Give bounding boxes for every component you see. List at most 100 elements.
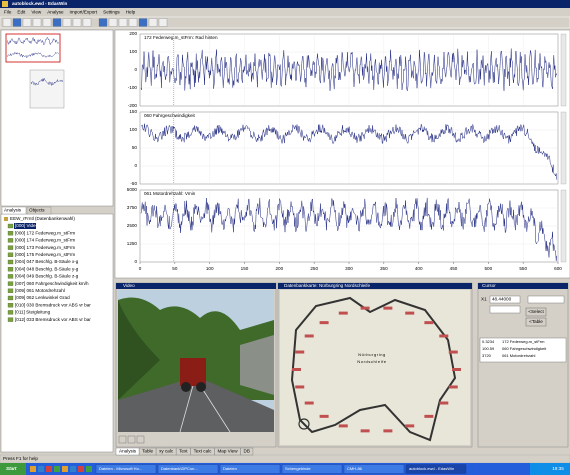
- quick-launch-icon[interactable]: [30, 466, 36, 472]
- tree-item[interactable]: [012] 033 Bremsdruck vor ABS vr bar: [15, 317, 91, 322]
- quick-launch-icon[interactable]: [86, 466, 92, 472]
- tree-item[interactable]: [010] 030 Bremsdruck vor ABS vr bar: [15, 302, 91, 307]
- taskbar-item-label: Dateien - Microsoft Ho...: [99, 466, 142, 471]
- chart-title: 172 Federweg.m_stFrm: Rad hinten: [144, 35, 218, 40]
- tree-item[interactable]: [009] 061 Motordrehzahl: [15, 288, 65, 293]
- taskbar-item[interactable]: [281, 464, 343, 474]
- waveform: [140, 123, 558, 180]
- toolbar-button[interactable]: [82, 18, 92, 27]
- menu-item[interactable]: Edit: [17, 10, 26, 15]
- tab-label[interactable]: Text calc: [194, 449, 213, 454]
- menu-item[interactable]: View: [31, 10, 42, 15]
- taskbar-item[interactable]: [405, 464, 467, 474]
- toolbar-button[interactable]: [62, 18, 72, 27]
- button[interactable]: [525, 307, 547, 317]
- menu-item[interactable]: Analyse: [47, 10, 64, 15]
- scrollbar[interactable]: [560, 189, 567, 263]
- toolbar-button[interactable]: [98, 18, 108, 27]
- tree-icon: [7, 252, 14, 257]
- chart-title: 060 Fahrgeschwindigkeit: [144, 113, 196, 118]
- quick-launch-icon[interactable]: [54, 466, 60, 472]
- quick-launch-icon[interactable]: [78, 466, 84, 472]
- tree-item[interactable]: [007] 060 Fahrgeschwindigkeit km/h: [15, 281, 89, 286]
- list-cell: 3720: [482, 353, 492, 358]
- thumbnail-wave: [6, 36, 59, 46]
- quick-launch-icon[interactable]: [70, 466, 76, 472]
- stop-button[interactable]: [136, 435, 145, 444]
- map-marker: [439, 334, 449, 338]
- tab-label[interactable]: xy calc: [159, 449, 174, 454]
- tree-item[interactable]: [000] 172 Federweg.m_stFrm: [15, 230, 75, 235]
- start-button[interactable]: [0, 463, 26, 475]
- start-label: Start: [6, 466, 17, 471]
- map-marker: [319, 321, 329, 325]
- start-loop: [298, 418, 310, 430]
- toolbar-button[interactable]: [158, 18, 168, 27]
- toolbar-button[interactable]: [32, 18, 42, 27]
- map-marker: [448, 385, 458, 389]
- thumbnail-wave: [30, 77, 63, 87]
- tab-label[interactable]: Analysis: [119, 449, 137, 454]
- scrollbar[interactable]: [560, 33, 567, 107]
- panel-tab[interactable]: [1, 206, 27, 215]
- tree-item[interactable]: [009] 062 Lenkwinkel Grad: [15, 295, 70, 300]
- toolbar-button[interactable]: [12, 18, 22, 27]
- menu-item[interactable]: Import/Export: [70, 10, 98, 15]
- toolbar-button[interactable]: [148, 18, 158, 27]
- scrollbar[interactable]: [560, 111, 567, 185]
- taskbar-item[interactable]: [95, 464, 157, 474]
- tree-root: EEW_rFrntl (Datenbankenwahl): [10, 216, 75, 221]
- menu-item[interactable]: Help: [126, 10, 136, 15]
- taskbar-item[interactable]: [343, 464, 405, 474]
- toolbar-button[interactable]: [72, 18, 82, 27]
- quick-launch-icon[interactable]: [46, 466, 52, 472]
- menu-item[interactable]: File: [4, 10, 12, 15]
- tree-item[interactable]: [000] 173 Federweg.m_stFrm: [15, 245, 75, 250]
- pause-button[interactable]: [127, 435, 136, 444]
- tree-pane: [0, 213, 114, 453]
- x-input[interactable]: [489, 295, 521, 304]
- video-title-bar: [116, 283, 276, 289]
- toolbar-button[interactable]: [22, 18, 32, 27]
- tree-item[interactable]: [000] Video: [15, 223, 39, 228]
- button[interactable]: [525, 317, 547, 327]
- tab-label[interactable]: Map View: [217, 449, 238, 454]
- thumbnail[interactable]: [5, 33, 61, 63]
- toolbar-button[interactable]: [42, 18, 52, 27]
- tree-item[interactable]: [000] 174 Federweg.m_stFrm: [15, 238, 75, 243]
- quick-launch-icon[interactable]: [62, 466, 68, 472]
- tree-item[interactable]: [000] 175 Federweg.m_stFrm: [15, 252, 75, 257]
- tab-label[interactable]: Text: [179, 449, 188, 454]
- toolbar-button[interactable]: [52, 18, 62, 27]
- tab-label[interactable]: Table: [142, 449, 153, 454]
- tree-icon: [7, 317, 14, 322]
- toolbar-button[interactable]: [118, 18, 128, 27]
- y-tick-label: 0: [134, 163, 137, 168]
- play-button[interactable]: [118, 435, 127, 444]
- track: [290, 296, 457, 442]
- toolbar-button[interactable]: [128, 18, 138, 27]
- tree-item[interactable]: [004] 048 Beschlg. B-Säule y-g: [15, 266, 79, 271]
- input[interactable]: [527, 295, 565, 304]
- status-bar: [0, 454, 570, 464]
- tree-item[interactable]: [011] Steigleitung: [15, 310, 51, 315]
- tree-item[interactable]: [004] 047 Beschlg. B-Säule x-g: [15, 259, 79, 264]
- window-title: Cursor: [482, 283, 496, 288]
- toolbar-button[interactable]: [108, 18, 118, 27]
- map-marker: [338, 311, 348, 315]
- taskbar-item[interactable]: [157, 464, 219, 474]
- thumbnail[interactable]: [29, 69, 65, 109]
- tab-label[interactable]: DB: [244, 449, 250, 454]
- panel-tab[interactable]: [26, 206, 52, 215]
- toolbar-button[interactable]: [2, 18, 12, 27]
- tab[interactable]: [240, 447, 254, 456]
- taskbar-item[interactable]: [219, 464, 281, 474]
- trees: [118, 300, 160, 400]
- video-frame: [118, 290, 274, 433]
- menu-item[interactable]: Settings: [103, 10, 120, 15]
- input[interactable]: [489, 305, 521, 314]
- tree-item[interactable]: [004] 049 Beschlg. B-Säule z-g: [15, 274, 79, 279]
- toolbar-button[interactable]: [138, 18, 148, 27]
- quick-launch-icon[interactable]: [38, 466, 44, 472]
